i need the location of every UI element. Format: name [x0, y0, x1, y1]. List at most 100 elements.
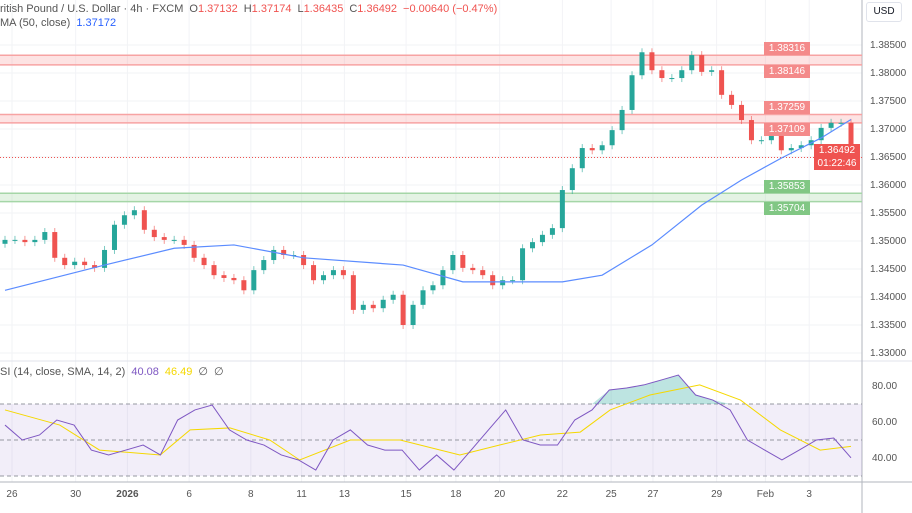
- rsi-legend[interactable]: SI (14, close, SMA, 14, 2) 40.08 46.49 ∅ ∅: [0, 366, 224, 378]
- candle[interactable]: [221, 275, 227, 278]
- candle[interactable]: [739, 104, 745, 121]
- candle[interactable]: [380, 299, 386, 309]
- candle[interactable]: [211, 265, 217, 276]
- candle[interactable]: [102, 249, 108, 268]
- candle[interactable]: [141, 210, 147, 230]
- candle[interactable]: [828, 122, 834, 128]
- candle[interactable]: [719, 70, 725, 95]
- candle[interactable]: [92, 265, 98, 268]
- currency-button[interactable]: USD: [866, 2, 902, 22]
- price-tick-label: 1.38000: [870, 68, 907, 79]
- candle[interactable]: [549, 228, 555, 235]
- candle[interactable]: [390, 294, 396, 300]
- candle[interactable]: [171, 239, 177, 241]
- rsi-line[interactable]: [4, 374, 852, 471]
- candle[interactable]: [370, 304, 376, 309]
- support-zone[interactable]: [0, 193, 862, 202]
- rsi-sma-line[interactable]: [4, 384, 852, 461]
- candle[interactable]: [191, 244, 197, 258]
- candle[interactable]: [330, 270, 336, 276]
- candle[interactable]: [241, 280, 247, 291]
- candle[interactable]: [121, 215, 127, 225]
- candle[interactable]: [72, 261, 78, 266]
- candle[interactable]: [320, 275, 326, 281]
- candle[interactable]: [12, 239, 18, 241]
- time-tick-label: 25: [606, 489, 618, 500]
- candle[interactable]: [52, 232, 58, 258]
- candle[interactable]: [788, 148, 794, 151]
- candle[interactable]: [251, 270, 257, 291]
- candle[interactable]: [629, 75, 635, 110]
- resistance-zone[interactable]: [0, 114, 862, 123]
- time-tick-label: 11: [296, 489, 307, 500]
- candle[interactable]: [510, 280, 516, 282]
- candle[interactable]: [520, 248, 526, 281]
- candle[interactable]: [818, 127, 824, 141]
- candle[interactable]: [679, 70, 685, 79]
- candle[interactable]: [450, 255, 456, 271]
- candle[interactable]: [460, 255, 466, 268]
- candle[interactable]: [42, 232, 48, 240]
- change-value: −0.00640 (−0.47%): [403, 3, 498, 15]
- candle[interactable]: [559, 190, 565, 229]
- candle[interactable]: [340, 270, 346, 276]
- candle[interactable]: [539, 234, 545, 243]
- candle[interactable]: [400, 294, 406, 325]
- candle[interactable]: [579, 148, 585, 169]
- candle[interactable]: [619, 109, 625, 131]
- candle[interactable]: [311, 265, 317, 281]
- ma-legend[interactable]: MA (50, close) 1.37172: [0, 17, 117, 29]
- candle[interactable]: [22, 239, 28, 243]
- candle[interactable]: [151, 229, 157, 238]
- candle[interactable]: [848, 122, 854, 158]
- candle[interactable]: [530, 242, 536, 249]
- candle[interactable]: [281, 249, 287, 255]
- low-value: 1.36435: [303, 3, 344, 15]
- candle[interactable]: [729, 94, 735, 105]
- candle[interactable]: [201, 257, 207, 266]
- candle[interactable]: [271, 249, 277, 261]
- candle[interactable]: [699, 55, 705, 72]
- candle[interactable]: [669, 78, 675, 80]
- candle[interactable]: [659, 70, 665, 79]
- candle[interactable]: [410, 304, 416, 325]
- candle[interactable]: [440, 270, 446, 286]
- candle[interactable]: [709, 70, 715, 72]
- candle[interactable]: [111, 224, 117, 250]
- candle[interactable]: [838, 122, 844, 124]
- ma50-line[interactable]: [4, 118, 852, 291]
- candle[interactable]: [599, 145, 605, 151]
- candle[interactable]: [589, 148, 595, 151]
- candle[interactable]: [231, 277, 237, 281]
- candle[interactable]: [609, 130, 615, 146]
- candle[interactable]: [798, 145, 804, 149]
- candle[interactable]: [360, 304, 366, 310]
- candle[interactable]: [569, 168, 575, 191]
- time-tick-label: 15: [401, 489, 413, 500]
- candle[interactable]: [470, 267, 476, 271]
- candle[interactable]: [261, 260, 267, 271]
- candle[interactable]: [350, 275, 356, 310]
- candle[interactable]: [758, 140, 764, 142]
- candle[interactable]: [181, 239, 187, 245]
- candle[interactable]: [689, 55, 695, 71]
- candle[interactable]: [62, 257, 68, 266]
- candle[interactable]: [500, 280, 506, 286]
- candle[interactable]: [2, 239, 8, 244]
- candle[interactable]: [161, 237, 167, 240]
- candle[interactable]: [430, 285, 436, 291]
- candle[interactable]: [301, 255, 307, 266]
- resistance-zone[interactable]: [0, 55, 862, 65]
- candle[interactable]: [748, 120, 754, 141]
- candle[interactable]: [649, 52, 655, 71]
- candle[interactable]: [82, 261, 88, 266]
- candle[interactable]: [778, 127, 784, 151]
- candle[interactable]: [420, 290, 426, 305]
- candle[interactable]: [639, 52, 645, 76]
- candle[interactable]: [131, 210, 137, 216]
- candle[interactable]: [480, 270, 486, 276]
- candle[interactable]: [490, 275, 496, 286]
- candle[interactable]: [32, 239, 38, 243]
